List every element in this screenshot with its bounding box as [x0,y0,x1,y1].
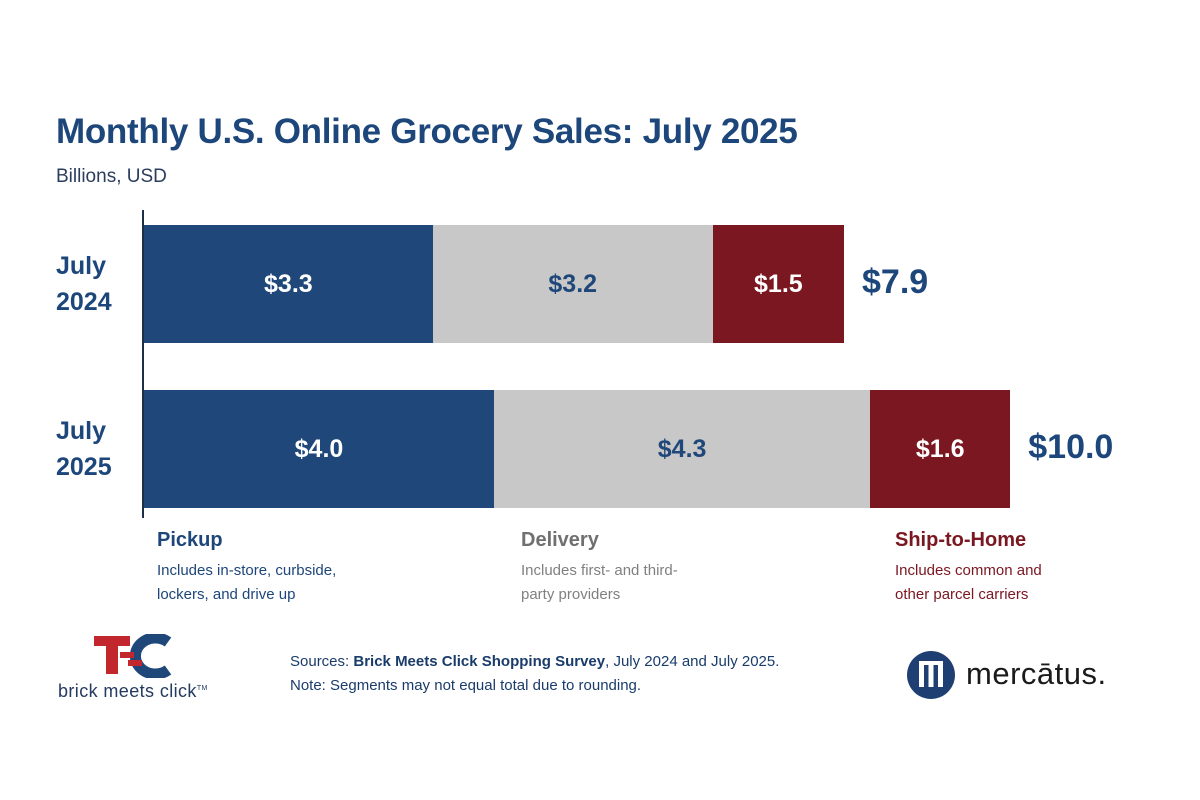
mercatus-mark-icon [907,651,955,699]
chart-subtitle: Billions, USD [56,166,167,187]
data-label: $4.3 [657,434,707,463]
data-label: $3.2 [548,269,598,298]
chart-title: Monthly U.S. Online Grocery Sales: July … [56,112,798,151]
bar-segment-delivery: $4.3 [494,390,871,508]
legend-description-line: Includes in-store, curbside, [157,562,337,579]
brick-meets-click-mark-icon [94,634,172,678]
category-label: July 2025 [56,413,112,485]
sources-survey-name: Brick Meets Click Shopping Survey [353,653,606,670]
bar-segment-ship-to-home: $1.5 [712,225,844,343]
category-label-line: 2024 [56,288,112,316]
category-label: July 2024 [56,248,112,320]
legend-entry: Ship-to-Home Includes common and other par… [895,527,1042,607]
total-label: $10.0 [1028,428,1114,466]
total-label: $7.9 [862,263,929,301]
legend-name: Pickup [157,529,223,551]
data-label: $1.5 [754,269,803,298]
brick-meets-click-wordmark: brick meets clickTM [58,681,208,701]
data-label: $1.6 [915,434,965,463]
legend-name: Delivery [521,529,599,551]
sources-note: Sources: Brick Meets Click Shopping Surv… [290,650,779,698]
category-label-line: July [56,252,107,280]
legend-entry: Delivery Includes first- and third-party … [521,527,678,607]
legend-description-line: other parcel carriers [895,586,1029,603]
rounding-note: Note: Segments may not equal total due t… [290,677,642,694]
category-label-line: July [56,417,107,445]
bar-segment-pickup: $3.3 [144,225,433,343]
data-label: $4.0 [294,434,344,463]
category-axis-line [142,210,144,518]
legend-description-line: party providers [521,586,621,603]
bar-segment-pickup: $4.0 [144,390,494,508]
bar-segment-ship-to-home: $1.6 [870,390,1011,508]
mercatus-wordmark: mercātus. [966,656,1107,691]
legend-name: Ship-to-Home [895,529,1027,551]
legend-description-line: Includes first- and third- [521,562,678,579]
legend-description-line: lockers, and drive up [157,586,296,603]
sources-line: Sources: Brick Meets Click Shopping Surv… [290,653,780,670]
data-label: $3.3 [264,269,313,298]
category-label-line: 2025 [56,453,112,481]
legend-description-line: Includes common and [895,562,1042,579]
bar-segment-delivery: $3.2 [432,225,713,343]
legend-entry: Pickup Includes in-store, curbside, locker… [157,527,336,607]
